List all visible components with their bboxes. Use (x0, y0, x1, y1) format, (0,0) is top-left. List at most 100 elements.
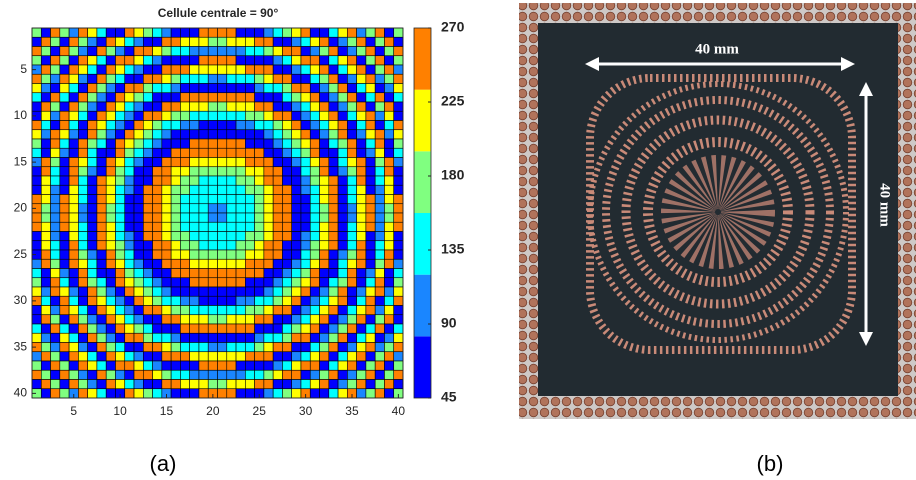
cell (337, 184, 348, 195)
cell (124, 203, 135, 214)
cell (189, 360, 200, 371)
cell (31, 147, 42, 158)
cell (96, 110, 107, 121)
cell (87, 184, 98, 195)
cell (50, 83, 61, 94)
cell (115, 240, 126, 251)
cell (87, 92, 98, 103)
cell (319, 323, 330, 334)
cell (143, 212, 153, 223)
cell (347, 360, 357, 371)
cell (226, 231, 237, 242)
cell (235, 240, 246, 251)
cell (356, 166, 367, 177)
cell (87, 314, 98, 325)
cell (133, 64, 144, 75)
cell (263, 258, 274, 269)
cell (143, 268, 153, 279)
cell (198, 360, 209, 371)
cell (198, 129, 209, 140)
cell (217, 212, 228, 223)
cell (328, 64, 339, 75)
cell (300, 351, 311, 362)
colorbar-tick-label: 270 (441, 19, 465, 35)
cell (319, 388, 330, 399)
cell (300, 332, 311, 343)
cell (309, 240, 320, 251)
cell (254, 194, 265, 205)
cell (198, 240, 209, 251)
cell (50, 101, 61, 112)
cell (133, 305, 144, 316)
cell (115, 203, 126, 214)
cell (272, 203, 283, 214)
cell (365, 388, 376, 399)
cell (161, 369, 172, 380)
cell (374, 342, 385, 353)
cell (245, 351, 255, 362)
cell (96, 360, 107, 371)
cell (226, 55, 237, 66)
cell (337, 314, 348, 325)
cell (300, 147, 311, 158)
cell (254, 184, 265, 195)
cell (161, 221, 172, 232)
cell (152, 46, 163, 57)
cell (365, 73, 376, 84)
cell (87, 323, 98, 334)
cell (347, 268, 357, 279)
cell (374, 203, 385, 214)
cell (226, 221, 237, 232)
cell (40, 110, 51, 121)
cell (207, 240, 218, 251)
x-tick-label: 5 (70, 404, 77, 418)
cell (152, 221, 163, 232)
cell (87, 369, 98, 380)
cell (282, 379, 292, 390)
cell (189, 73, 200, 84)
cell (309, 212, 320, 223)
cell (272, 83, 283, 94)
cell (217, 221, 228, 232)
cell (393, 194, 404, 205)
cell (50, 314, 61, 325)
cell (319, 73, 330, 84)
cell (374, 157, 385, 168)
cell (235, 379, 246, 390)
cell (31, 46, 42, 57)
cell (319, 332, 330, 343)
cell (189, 157, 200, 168)
cell (328, 194, 339, 205)
cell (115, 351, 126, 362)
cell (235, 175, 246, 186)
cell (105, 36, 116, 47)
cell (105, 360, 116, 371)
cell (309, 231, 320, 242)
cell (347, 184, 357, 195)
cell (328, 249, 339, 260)
cell (365, 240, 376, 251)
cell (161, 83, 172, 94)
cell (374, 212, 385, 223)
cell (189, 36, 200, 47)
cell (319, 92, 330, 103)
cell (282, 110, 292, 121)
cell (96, 194, 107, 205)
cell (161, 64, 172, 75)
cell (198, 268, 209, 279)
cell (180, 332, 190, 343)
cell (78, 369, 88, 380)
cell (309, 277, 320, 288)
cell (87, 268, 98, 279)
cell (170, 27, 181, 38)
cell (374, 332, 385, 343)
cell (207, 46, 218, 57)
cell (115, 46, 126, 57)
cell (170, 277, 181, 288)
cell (291, 286, 302, 297)
cell (180, 92, 190, 103)
cell (143, 388, 153, 399)
cell (161, 379, 172, 390)
cell (300, 342, 311, 353)
cell (374, 83, 385, 94)
